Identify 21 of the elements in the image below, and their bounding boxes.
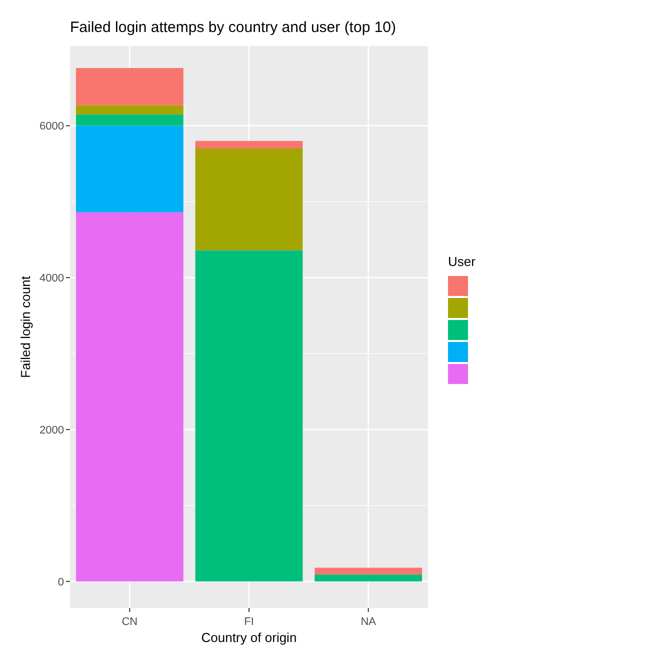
- x-tick-label: FI: [244, 616, 254, 628]
- y-tick-label: 6000: [40, 120, 64, 133]
- bar: [76, 114, 184, 126]
- bar: [195, 140, 303, 149]
- y-tick-label: 2000: [40, 424, 64, 436]
- x-tick-label: CN: [122, 616, 138, 628]
- y-axis-title: Failed login count: [18, 276, 33, 378]
- bar: [314, 568, 422, 575]
- bar: [76, 212, 184, 582]
- bar: [76, 68, 184, 106]
- bar: [195, 148, 303, 250]
- bar: [76, 126, 184, 212]
- y-tick-label: 0: [58, 576, 64, 588]
- legend-title: User: [448, 254, 476, 269]
- bar: [314, 574, 422, 582]
- y-tick-label: 4000: [40, 272, 64, 284]
- x-tick-label: NA: [360, 616, 377, 628]
- x-axis-title: Country of origin: [201, 630, 297, 645]
- bar: [195, 250, 303, 582]
- chart-title: Failed login attemps by country and user (top 10): [70, 19, 396, 36]
- bar: [76, 105, 184, 114]
